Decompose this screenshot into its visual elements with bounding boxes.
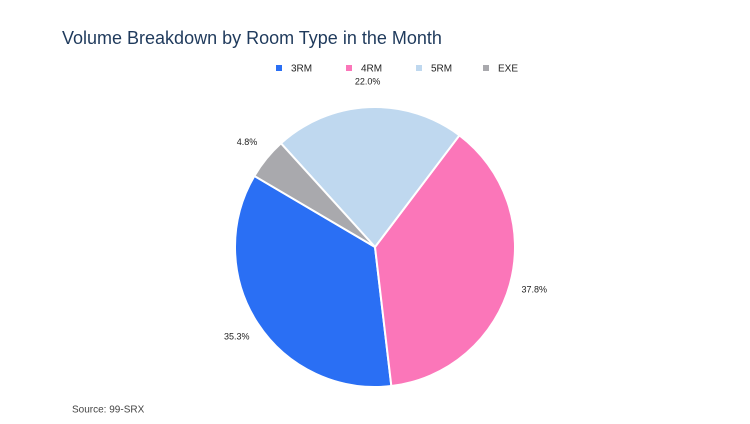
legend-swatch: [276, 65, 282, 71]
legend-label: EXE: [498, 64, 518, 75]
pie-slice: [253, 141, 376, 248]
data-label: 37.8%: [521, 285, 547, 295]
legend-swatch: [483, 65, 489, 71]
data-label: 4.8%: [237, 137, 258, 147]
pie-slice: [373, 133, 516, 388]
chart-title: Volume Breakdown by Room Type in the Mon…: [62, 28, 442, 48]
data-label: 35.3%: [224, 331, 250, 341]
data-label: 22.0%: [355, 77, 381, 87]
source-note: Source: 99-SRX: [72, 405, 145, 416]
legend-label: 4RM: [361, 64, 382, 75]
legend-swatch: [346, 65, 352, 71]
pie-slice: [234, 174, 393, 388]
pie-slice: [279, 106, 461, 249]
legend-swatch: [416, 65, 422, 71]
legend-label: 3RM: [291, 64, 312, 75]
legend-label: 5RM: [431, 64, 452, 75]
